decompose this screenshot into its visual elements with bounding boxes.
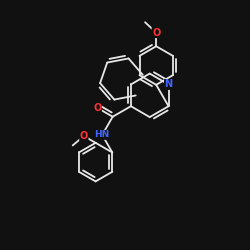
Text: HN: HN: [94, 130, 110, 140]
Text: O: O: [80, 131, 88, 141]
Text: O: O: [152, 28, 160, 38]
Text: N: N: [164, 80, 173, 90]
Text: O: O: [93, 103, 102, 113]
